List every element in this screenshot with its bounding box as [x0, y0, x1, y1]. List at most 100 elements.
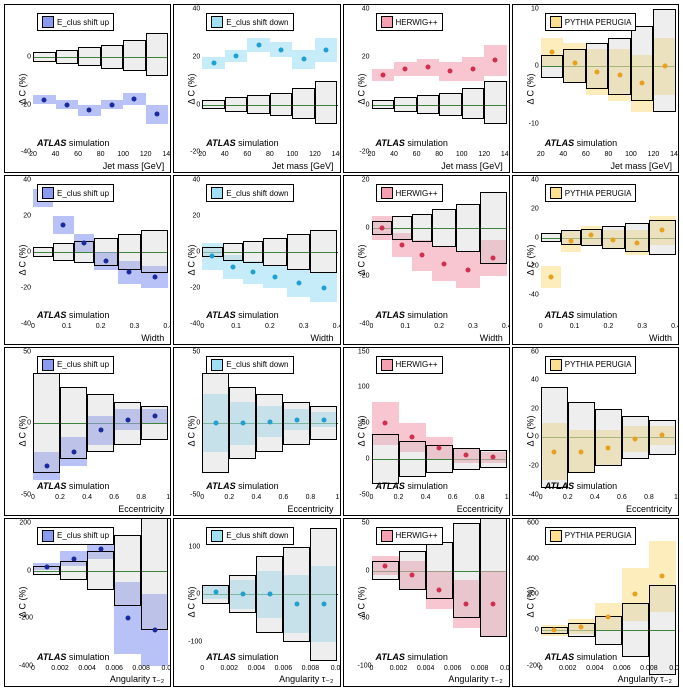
x-tick: 40: [559, 151, 567, 158]
data-point: [71, 449, 76, 454]
atlas-label: ATLAS simulation: [376, 310, 448, 320]
y-tick: 20: [358, 53, 370, 60]
reference-box: [141, 518, 168, 630]
atlas-label: ATLAS simulation: [206, 310, 278, 320]
legend-label: HERWIG++: [396, 531, 438, 540]
legend: E_clus shift down: [206, 527, 293, 545]
x-tick: 0.4: [502, 323, 510, 330]
y-tick: 0: [527, 234, 539, 241]
data-point: [256, 42, 261, 47]
x-tick: 0.2: [224, 494, 234, 501]
y-axis-label: Δ C (%): [356, 416, 366, 447]
y-axis-label: Δ C (%): [356, 244, 366, 275]
x-tick: 0: [200, 665, 204, 672]
y-tick: 40: [527, 177, 539, 184]
x-tick: 20: [29, 151, 37, 158]
y-tick: -40: [358, 320, 370, 327]
data-point: [595, 70, 600, 75]
x-axis-label: Jet mass [GeV]: [441, 161, 503, 171]
atlas-label: ATLAS simulation: [37, 310, 109, 320]
legend-marker-icon: [550, 16, 562, 28]
legend: E_clus shift up: [37, 356, 114, 374]
x-tick: 0.4: [671, 323, 679, 330]
y-tick: -50: [19, 491, 31, 498]
x-tick: 0.3: [130, 323, 140, 330]
data-point: [425, 65, 430, 70]
data-point: [230, 265, 235, 270]
x-tick: 0.002: [390, 665, 408, 672]
atlas-label: ATLAS simulation: [376, 481, 448, 491]
x-tick: 60: [74, 151, 82, 158]
y-tick: -40: [527, 291, 539, 298]
x-tick: 0.3: [637, 323, 647, 330]
legend: HERWIG++: [376, 356, 443, 374]
y-tick: 20: [527, 405, 539, 412]
reference-box: [87, 551, 114, 589]
y-axis-label: Δ C (%): [18, 587, 28, 618]
x-axis-label: Angularity τ₋₂: [448, 674, 502, 685]
y-tick: 40: [358, 6, 370, 13]
x-tick: 100: [625, 151, 637, 158]
x-tick: 120: [648, 151, 660, 158]
y-tick: -400: [19, 663, 31, 670]
reference-box: [432, 209, 456, 247]
y-tick: 20: [527, 205, 539, 212]
x-tick: 100: [456, 151, 468, 158]
y-tick: 0: [19, 567, 31, 574]
reference-box: [310, 528, 337, 662]
data-point: [250, 270, 255, 275]
y-tick: 40: [188, 177, 200, 184]
x-tick: 0.8: [644, 494, 654, 501]
reference-box: [101, 45, 124, 69]
reference-box: [287, 234, 311, 270]
x-tick: 0.4: [251, 494, 261, 501]
data-point: [152, 413, 157, 418]
x-tick: 0.008: [302, 665, 320, 672]
legend-marker-icon: [211, 530, 223, 542]
data-point: [633, 592, 638, 597]
x-tick: 20: [198, 151, 206, 158]
reference-box: [595, 616, 622, 645]
y-tick: -40: [527, 491, 539, 498]
legend: E_clus shift down: [206, 13, 293, 31]
reference-box: [595, 409, 622, 466]
reference-box: [372, 100, 395, 110]
x-tick: 80: [266, 151, 274, 158]
x-tick: 140: [162, 151, 171, 158]
x-tick: 40: [221, 151, 229, 158]
x-tick: 60: [413, 151, 421, 158]
legend: E_clus shift up: [37, 13, 114, 31]
y-axis-label: Δ C (%): [18, 416, 28, 447]
data-point: [98, 428, 103, 433]
data-point: [410, 435, 415, 440]
legend-marker-icon: [381, 16, 393, 28]
chart-panel: -5005010015000.20.40.60.81Δ C (%)Eccentr…: [343, 347, 510, 516]
data-point: [301, 57, 306, 62]
x-tick: 0.004: [248, 665, 266, 672]
x-tick: 0.4: [590, 494, 600, 501]
data-point: [324, 47, 329, 52]
data-point: [572, 61, 577, 66]
x-tick: 0.2: [434, 323, 444, 330]
x-tick: 0.01: [500, 665, 510, 672]
data-point: [61, 223, 66, 228]
y-axis-label: Δ C (%): [18, 244, 28, 275]
data-point: [403, 66, 408, 71]
data-point: [44, 464, 49, 469]
reference-box: [563, 49, 586, 83]
x-tick: 0: [31, 494, 35, 501]
legend: PYTHIA PERUGIA: [545, 356, 637, 374]
reference-box: [225, 97, 248, 111]
legend: HERWIG++: [376, 184, 443, 202]
reference-box: [223, 243, 243, 261]
x-tick: 0.004: [78, 665, 96, 672]
x-tick: 0.01: [331, 665, 341, 672]
y-tick: -200: [527, 663, 539, 670]
atlas-label: ATLAS simulation: [545, 481, 617, 491]
x-tick: 0.002: [221, 665, 239, 672]
reference-box: [33, 373, 60, 473]
y-tick: -20: [19, 284, 31, 291]
chart-panel: -400-200020000.0020.0040.0060.0080.01Δ C…: [4, 518, 171, 687]
reference-box: [60, 387, 87, 459]
reference-box: [608, 38, 631, 95]
